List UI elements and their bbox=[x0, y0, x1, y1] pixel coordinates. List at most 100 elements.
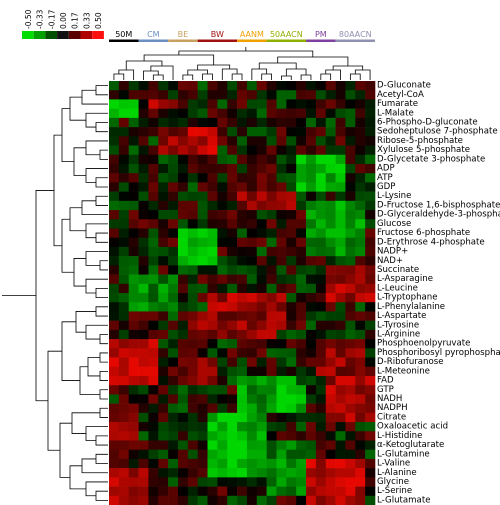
heatmap-cell bbox=[266, 173, 277, 183]
heatmap-cell bbox=[246, 311, 258, 321]
dendrogram-branch bbox=[35, 190, 54, 402]
row-label: NADP+ bbox=[377, 247, 408, 257]
heatmap-cell bbox=[325, 163, 336, 174]
heatmap-cell bbox=[296, 154, 307, 165]
heatmap-cell bbox=[335, 385, 346, 395]
heatmap-cell bbox=[118, 348, 130, 358]
heatmap-cell bbox=[187, 486, 198, 497]
heatmap-cell bbox=[335, 329, 346, 340]
heatmap-cell bbox=[306, 256, 317, 266]
heatmap-cell bbox=[109, 154, 120, 165]
heatmap-cell bbox=[246, 145, 258, 156]
heatmap-cell bbox=[207, 81, 218, 91]
heatmap-cell bbox=[335, 477, 346, 487]
heatmap-cell bbox=[197, 210, 208, 220]
group-color-bar bbox=[138, 39, 169, 42]
heatmap-cell bbox=[266, 320, 277, 331]
heatmap-cell bbox=[237, 293, 248, 303]
heatmap-cell bbox=[118, 320, 130, 331]
heatmap-cell bbox=[138, 348, 149, 358]
heatmap-cell bbox=[256, 256, 267, 266]
heatmap-cell bbox=[266, 431, 277, 441]
heatmap-cell bbox=[227, 412, 238, 423]
heatmap-cell bbox=[306, 449, 317, 460]
heatmap-cell bbox=[286, 320, 297, 331]
heatmap-cell bbox=[345, 348, 356, 358]
heatmap-cell bbox=[335, 228, 346, 238]
heatmap-cell bbox=[128, 173, 139, 183]
heatmap-cell bbox=[355, 219, 366, 229]
heatmap-cell bbox=[266, 99, 277, 109]
heatmap-cell bbox=[286, 265, 297, 275]
heatmap-cell bbox=[168, 99, 179, 109]
heatmap-cell bbox=[345, 412, 356, 423]
heatmap-cell bbox=[276, 136, 287, 146]
heatmap-cell bbox=[335, 108, 346, 119]
heatmap-cell bbox=[237, 256, 248, 266]
row-label: D-Ribofuranose bbox=[377, 357, 444, 367]
heatmap-cell bbox=[355, 339, 366, 349]
heatmap-cell bbox=[276, 394, 287, 404]
heatmap-cell bbox=[128, 210, 139, 220]
heatmap-cell bbox=[158, 431, 169, 441]
heatmap-cell bbox=[118, 339, 130, 349]
dendrogram-branch bbox=[69, 465, 86, 490]
heatmap-cell bbox=[158, 108, 169, 119]
heatmap-cell bbox=[177, 458, 189, 469]
heatmap-cell bbox=[315, 136, 327, 146]
group-label: 80AACN bbox=[339, 30, 372, 39]
heatmap-cell bbox=[148, 486, 159, 497]
heatmap-cell bbox=[276, 293, 287, 303]
heatmap-cell bbox=[246, 136, 258, 146]
heatmap-cell bbox=[355, 90, 366, 100]
dendrogram-branch bbox=[95, 287, 108, 299]
heatmap-cell bbox=[138, 117, 149, 128]
heatmap-cell bbox=[187, 246, 198, 257]
heatmap-cell bbox=[256, 219, 267, 229]
heatmap-cell bbox=[217, 283, 228, 294]
heatmap-cell bbox=[345, 108, 356, 119]
group-color-bar bbox=[237, 39, 267, 42]
heatmap-cell bbox=[306, 440, 317, 450]
heatmap-cell bbox=[355, 348, 366, 358]
heatmap-cell bbox=[158, 274, 169, 285]
heatmap-cell bbox=[306, 265, 317, 275]
heatmap-cell bbox=[168, 246, 179, 257]
dendrogram-branch bbox=[221, 68, 238, 80]
heatmap-cell bbox=[355, 477, 366, 487]
heatmap-cell bbox=[246, 431, 258, 441]
heatmap-cell bbox=[355, 412, 366, 423]
heatmap-cell bbox=[246, 293, 258, 303]
heatmap-cell bbox=[177, 274, 189, 285]
heatmap-cell bbox=[237, 357, 248, 368]
heatmap-cell bbox=[118, 191, 130, 202]
heatmap-cell bbox=[217, 173, 228, 183]
heatmap-cell bbox=[365, 495, 376, 505]
heatmap-cell bbox=[217, 357, 228, 368]
heatmap-cell bbox=[168, 283, 179, 294]
heatmap-cell bbox=[256, 385, 267, 395]
row-label: NADPH bbox=[377, 403, 408, 413]
heatmap-cell bbox=[177, 237, 189, 248]
heatmap-cell bbox=[266, 339, 277, 349]
dendrogram-branch bbox=[85, 223, 108, 239]
heatmap-cell bbox=[286, 440, 297, 450]
row-label: Phosphoenolpyruvate bbox=[377, 339, 470, 349]
heatmap-cell bbox=[187, 99, 198, 109]
heatmap-cell bbox=[365, 127, 376, 137]
heatmap-cell bbox=[296, 117, 307, 128]
heatmap-cell bbox=[177, 145, 189, 156]
heatmap-cell bbox=[276, 99, 287, 109]
group-color-bar bbox=[109, 39, 139, 42]
heatmap-cell bbox=[276, 486, 287, 497]
heatmap-cell bbox=[158, 348, 169, 358]
heatmap-cell bbox=[168, 311, 179, 321]
heatmap-cell bbox=[217, 440, 228, 450]
heatmap-cell bbox=[345, 265, 356, 275]
heatmap-cell bbox=[207, 117, 218, 128]
heatmap-cell bbox=[266, 385, 277, 395]
heatmap-cell bbox=[286, 99, 297, 109]
heatmap-cell bbox=[355, 108, 366, 119]
heatmap-cell bbox=[177, 302, 189, 312]
heatmap-cell bbox=[207, 329, 218, 340]
